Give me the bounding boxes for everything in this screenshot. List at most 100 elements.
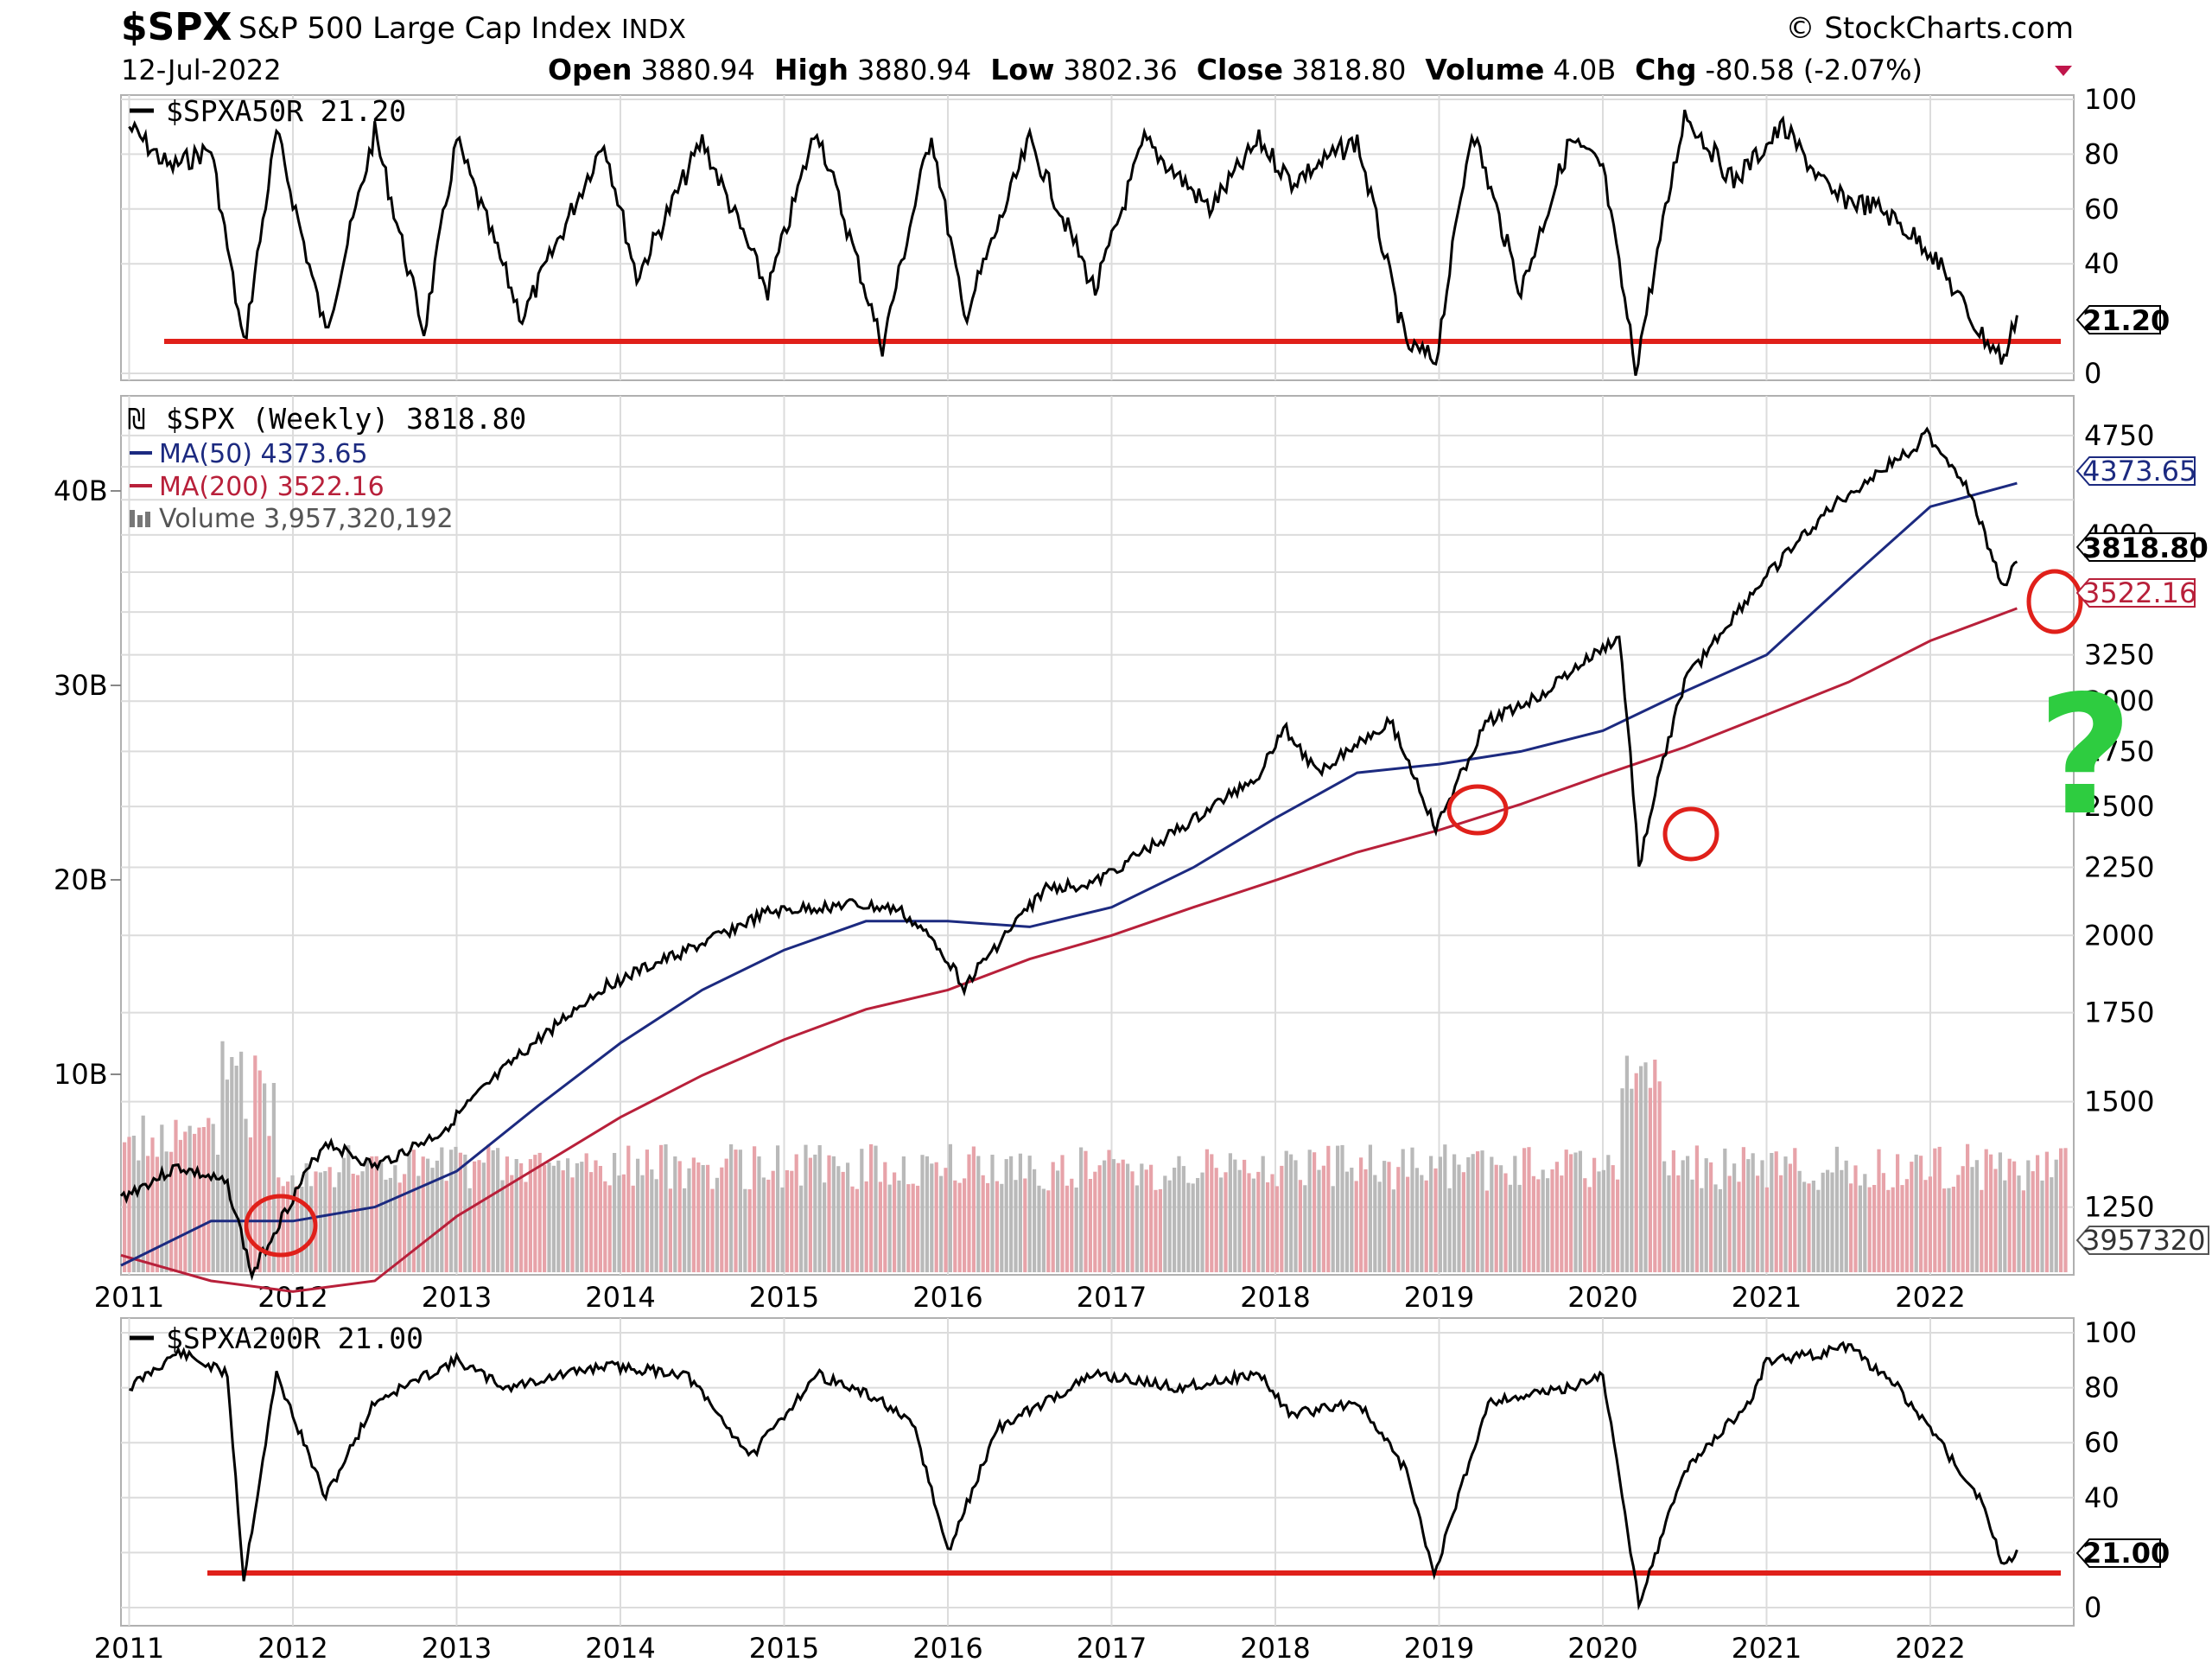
volume-bar [1578,1150,1582,1272]
volume-bar [939,1175,944,1272]
volume-bar [827,1155,831,1272]
ohlc-icon: ₪ [128,402,145,436]
volume-bar [1251,1178,1255,1272]
volume-bar [2044,1151,2049,1272]
volume-bar [617,1175,621,1272]
volume-bar [729,1144,734,1272]
volume-bar [491,1150,495,1272]
volume-bar [887,1184,892,1272]
volume-bar [874,1145,878,1272]
volume-bar [239,1051,244,1272]
volume-bar [1270,1174,1274,1272]
volume-bar [1210,1154,1214,1272]
volume-bar [1471,1154,1475,1272]
volume-bar [533,1155,537,1272]
volume-bar [603,1181,607,1272]
volume-bar [1872,1185,1877,1272]
volume-bar [281,1186,285,1272]
volume-bar [897,1180,901,1272]
volume-bar [1018,1153,1022,1272]
volume-bar [1886,1189,1891,1272]
volume-bar [659,1144,664,1272]
badge-volume: 3957320 [2075,1224,2209,1257]
volume-bar [1466,1157,1471,1272]
volume-bar [356,1175,360,1272]
volume-bar [365,1160,369,1272]
volume-bar [677,1161,682,1272]
volume-bar [850,1186,855,1272]
x-tick-label: 2022 [1895,1281,1965,1314]
volume-y-tick: 10B [54,1058,108,1091]
volume-bar [164,1151,168,1272]
volume-bar [986,1182,990,1272]
svg-text:$SPXA200R 21.00: $SPXA200R 21.00 [166,1322,423,1355]
volume-bar [804,1144,808,1272]
volume-bar [537,1152,542,1272]
volume-bar [1601,1169,1605,1272]
volume-bar [1494,1164,1498,1272]
volume-bar [1760,1160,1764,1272]
volume-bar [2003,1180,2007,1272]
volume-bar [1849,1183,1853,1272]
volume-y-tick: 20B [54,863,108,896]
volume-bar [397,1182,402,1272]
volume-bar [747,1189,752,1272]
volume-bar [440,1147,444,1272]
volume-bar [416,1175,421,1272]
volume-bar [953,1180,957,1272]
volume-bar [1326,1145,1331,1272]
volume-bar [1980,1189,1984,1272]
volume-bar [594,1160,598,1272]
volume-bar [1457,1164,1461,1272]
bottom-y-tick: 0 [2084,1591,2101,1624]
volume-bar [1919,1156,1923,1272]
volume-bar [1844,1160,1848,1272]
volume-bar [263,1083,267,1272]
volume-bar [841,1171,845,1272]
volume-bar [458,1152,462,1272]
volume-bar [1373,1175,1377,1272]
volume-bar [393,1165,397,1272]
volume-bar [197,1127,201,1272]
volume-bar [1499,1165,1503,1272]
volume-bar [1023,1178,1027,1272]
volume-bar [981,1175,985,1272]
volume-bar [388,1177,392,1272]
volume-bar [1000,1183,1004,1272]
volume-bar [1219,1177,1224,1272]
volume-bar [556,1160,561,1272]
main-y-tick: 1500 [2084,1086,2154,1118]
volume-bar [934,1162,938,1272]
x-tick-label: 2015 [749,1281,819,1314]
volume-bar [1863,1174,1867,1272]
volume-bar [650,1169,654,1272]
volume-bar [1779,1175,1783,1272]
volume-bar [799,1185,804,1272]
x-tick-label: 2013 [422,1281,492,1314]
volume-bar [1443,1144,1447,1272]
volume-bar [1247,1173,1251,1272]
volume-bar [1088,1179,1092,1272]
x-tick-label: 2014 [585,1281,655,1314]
x-tick-label: 2021 [1732,1281,1802,1314]
volume-bar [901,1156,906,1272]
volume-bar [1541,1169,1545,1272]
volume-bar [178,1139,182,1272]
volume-bar [146,1156,150,1272]
x-tick-label: 2017 [1077,1632,1147,1665]
volume-bar [1274,1186,1279,1272]
volume-bar [327,1167,332,1272]
volume-bar [664,1144,668,1272]
volume-bar [323,1171,327,1272]
volume-bar [1097,1165,1102,1272]
volume-bar [1881,1173,1885,1272]
volume-bar [1937,1146,1942,1272]
volume-bar [1294,1160,1298,1272]
volume-y-tick: 30B [54,669,108,702]
volume-bar [1014,1180,1018,1272]
volume-bar [477,1160,481,1272]
volume-bar [1686,1156,1690,1272]
volume-bar [743,1188,747,1272]
volume-bar [957,1182,962,1272]
